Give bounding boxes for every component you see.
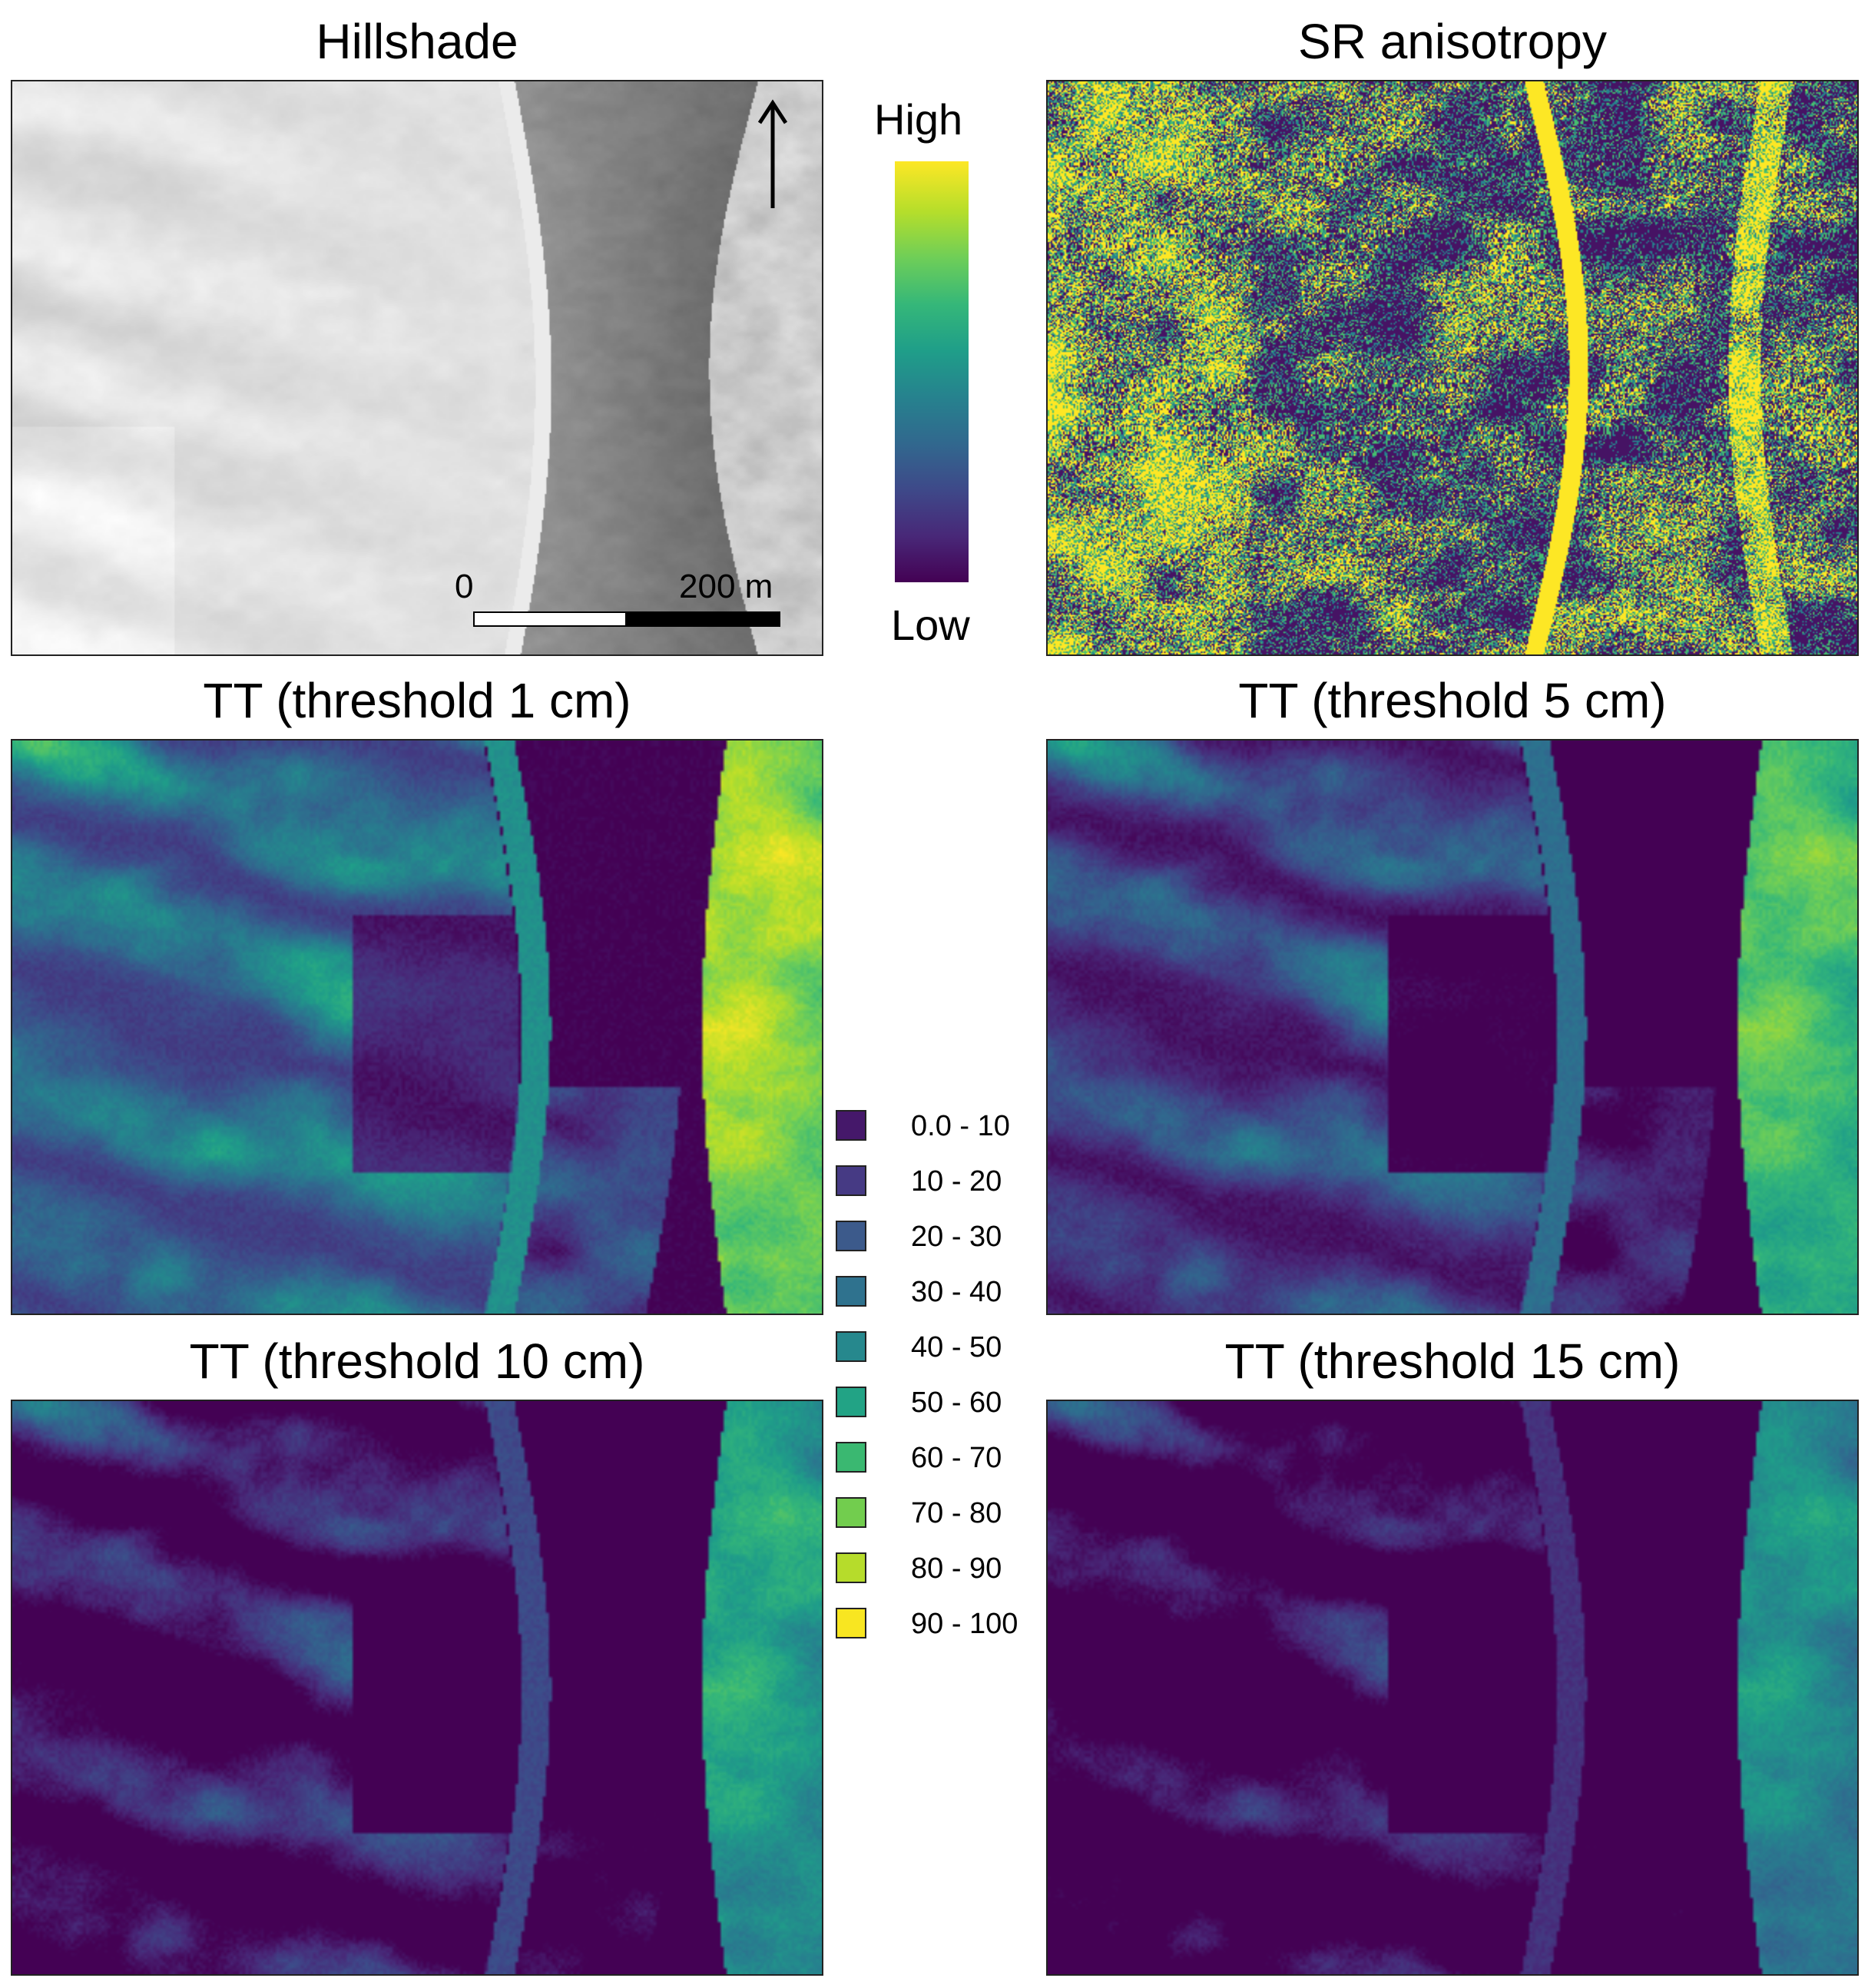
- legend-label: 60 - 70: [911, 1442, 1002, 1474]
- legend-swatch: [836, 1221, 866, 1251]
- tt1-map: [11, 739, 823, 1315]
- scale-bar-start-label: 0: [455, 568, 474, 605]
- legend-swatch: [836, 1387, 866, 1417]
- tt10-map: [11, 1400, 823, 1976]
- tt5-map: [1046, 739, 1859, 1315]
- legend-label: 50 - 60: [911, 1387, 1002, 1419]
- legend-label: 40 - 50: [911, 1331, 1002, 1363]
- legend-label: 70 - 80: [911, 1497, 1002, 1529]
- tt15-title: TT (threshold 15 cm): [1224, 1334, 1681, 1389]
- hillshade-title: Hillshade: [316, 14, 518, 69]
- legend-label: 20 - 30: [911, 1221, 1002, 1253]
- legend-swatch: [836, 1497, 866, 1528]
- tt10-title: TT (threshold 10 cm): [189, 1334, 645, 1389]
- sr-anisotropy-title: SR anisotropy: [1298, 14, 1607, 69]
- legend-swatch: [836, 1165, 866, 1196]
- sr-anisotropy-map: [1046, 80, 1859, 656]
- legend-swatch: [836, 1442, 866, 1473]
- hillshade-map: 0 200 m: [11, 80, 823, 656]
- legend-label: 30 - 40: [911, 1276, 1002, 1308]
- scale-bar-white-segment: [473, 611, 627, 627]
- colorbar-low-label: Low: [891, 601, 970, 649]
- tt1-title: TT (threshold 1 cm): [203, 673, 631, 728]
- scale-bar: [473, 611, 796, 628]
- legend-swatch: [836, 1110, 866, 1141]
- legend-label: 0.0 - 10: [911, 1110, 1010, 1142]
- tt1-raster: [12, 741, 822, 1314]
- legend-swatch: [836, 1608, 866, 1638]
- tt15-raster: [1048, 1401, 1857, 1974]
- north-arrow-icon: [757, 99, 788, 208]
- colorbar: [895, 161, 969, 582]
- tt15-map: [1046, 1400, 1859, 1976]
- sr-anisotropy-raster: [1048, 81, 1857, 654]
- legend-swatch: [836, 1331, 866, 1362]
- scale-bar-black-segment: [627, 611, 780, 627]
- legend-label: 80 - 90: [911, 1552, 1002, 1585]
- hillshade-raster: [12, 81, 822, 654]
- tt5-raster: [1048, 741, 1857, 1314]
- legend-label: 10 - 20: [911, 1165, 1002, 1198]
- scale-bar-end-label: 200 m: [679, 568, 773, 605]
- legend-label: 90 - 100: [911, 1608, 1018, 1640]
- legend-swatch: [836, 1276, 866, 1307]
- colorbar-high-label: High: [874, 95, 963, 144]
- legend-swatch: [836, 1552, 866, 1583]
- tt10-raster: [12, 1401, 822, 1974]
- tt5-title: TT (threshold 5 cm): [1238, 673, 1667, 728]
